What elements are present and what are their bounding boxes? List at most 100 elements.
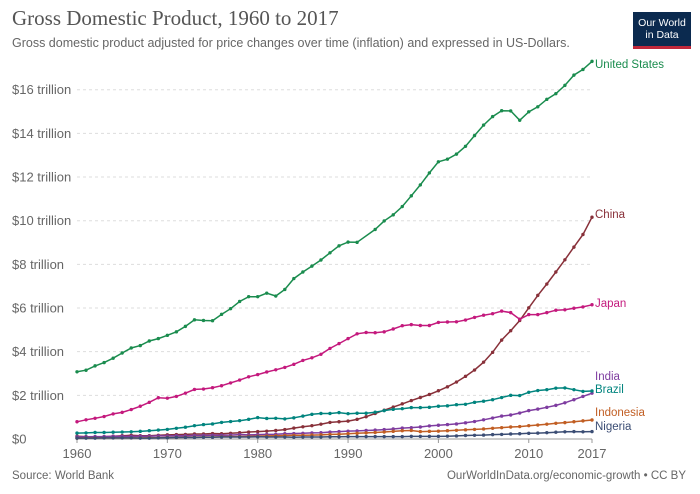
data-point[interactable] — [355, 431, 359, 436]
data-point[interactable] — [373, 430, 377, 435]
data-point[interactable] — [563, 430, 567, 434]
data-point[interactable] — [210, 318, 215, 323]
data-point[interactable] — [418, 425, 423, 429]
data-point[interactable] — [364, 431, 368, 435]
data-point[interactable] — [301, 425, 305, 429]
data-point[interactable] — [102, 414, 106, 419]
data-point[interactable] — [436, 434, 441, 439]
data-point[interactable] — [129, 430, 133, 434]
data-point[interactable] — [518, 317, 522, 321]
data-point[interactable] — [463, 144, 468, 148]
data-point[interactable] — [472, 400, 477, 405]
data-point[interactable] — [391, 213, 395, 217]
data-point[interactable] — [527, 423, 531, 428]
data-point[interactable] — [409, 322, 413, 327]
data-point[interactable] — [274, 435, 278, 439]
data-point[interactable] — [274, 428, 278, 433]
data-point[interactable] — [572, 73, 576, 77]
data-point[interactable] — [183, 391, 188, 395]
data-point[interactable] — [310, 423, 314, 428]
data-point[interactable] — [364, 434, 368, 439]
data-point[interactable] — [563, 258, 567, 262]
data-point[interactable] — [201, 435, 206, 439]
series-line[interactable] — [77, 430, 593, 439]
data-point[interactable] — [319, 258, 323, 262]
data-point[interactable] — [499, 425, 504, 430]
data-point[interactable] — [554, 386, 558, 390]
data-point[interactable] — [400, 434, 404, 439]
data-point[interactable] — [545, 97, 549, 102]
data-point[interactable] — [138, 343, 142, 348]
data-point[interactable] — [590, 389, 594, 393]
data-point[interactable] — [563, 386, 567, 390]
data-point[interactable] — [355, 429, 359, 433]
data-point[interactable] — [527, 306, 531, 310]
data-point[interactable] — [572, 387, 576, 392]
data-point[interactable] — [138, 436, 142, 440]
data-point[interactable] — [174, 330, 179, 334]
data-point[interactable] — [545, 387, 549, 392]
data-point[interactable] — [328, 251, 332, 255]
data-point[interactable] — [490, 398, 495, 402]
data-point[interactable] — [590, 215, 594, 219]
data-point[interactable] — [156, 436, 161, 440]
data-point[interactable] — [554, 270, 558, 274]
data-point[interactable] — [192, 387, 197, 392]
data-point[interactable] — [310, 435, 314, 439]
data-point[interactable] — [454, 422, 459, 426]
data-point[interactable] — [346, 336, 350, 341]
data-point[interactable] — [129, 407, 133, 412]
data-point[interactable] — [409, 194, 413, 198]
data-point[interactable] — [219, 420, 224, 425]
data-point[interactable] — [328, 435, 332, 439]
data-point[interactable] — [246, 375, 251, 379]
data-point[interactable] — [310, 412, 314, 417]
series-line[interactable] — [76, 304, 593, 423]
data-point[interactable] — [527, 110, 531, 114]
data-point[interactable] — [527, 408, 531, 413]
data-point[interactable] — [463, 428, 468, 432]
data-point[interactable] — [508, 425, 513, 429]
series-line[interactable] — [76, 387, 593, 434]
data-point[interactable] — [508, 329, 513, 333]
data-point[interactable] — [120, 351, 124, 355]
credit-link[interactable]: OurWorldInData.org/economic-growth • CC … — [446, 470, 686, 482]
data-point[interactable] — [382, 430, 386, 434]
data-point[interactable] — [111, 356, 115, 360]
data-point[interactable] — [192, 318, 197, 322]
data-point[interactable] — [536, 423, 540, 427]
data-point[interactable] — [337, 429, 341, 434]
data-point[interactable] — [319, 435, 323, 439]
data-point[interactable] — [346, 429, 350, 433]
series-line[interactable] — [77, 392, 593, 438]
data-point[interactable] — [400, 402, 404, 406]
data-point[interactable] — [373, 410, 377, 414]
data-point[interactable] — [93, 436, 97, 440]
data-point[interactable] — [545, 282, 549, 286]
data-point[interactable] — [174, 426, 179, 431]
data-point[interactable] — [572, 245, 576, 249]
data-point[interactable] — [499, 108, 504, 113]
data-point[interactable] — [174, 435, 179, 440]
data-point[interactable] — [292, 426, 296, 430]
data-point[interactable] — [436, 429, 441, 433]
data-point[interactable] — [364, 415, 368, 419]
data-point[interactable] — [499, 338, 504, 342]
data-point[interactable] — [328, 411, 332, 416]
data-point[interactable] — [536, 431, 540, 435]
data-point[interactable] — [490, 426, 495, 431]
data-point[interactable] — [518, 432, 522, 436]
data-point[interactable] — [400, 429, 404, 433]
data-point[interactable] — [292, 416, 296, 420]
data-point[interactable] — [283, 365, 287, 370]
data-point[interactable] — [472, 315, 477, 320]
data-point[interactable] — [84, 436, 88, 440]
data-point[interactable] — [120, 436, 124, 440]
data-point[interactable] — [490, 416, 495, 420]
data-point[interactable] — [301, 435, 305, 439]
data-point[interactable] — [581, 419, 585, 423]
data-point[interactable] — [129, 436, 133, 440]
data-point[interactable] — [427, 405, 432, 410]
data-point[interactable] — [545, 430, 549, 435]
data-point[interactable] — [581, 430, 585, 434]
